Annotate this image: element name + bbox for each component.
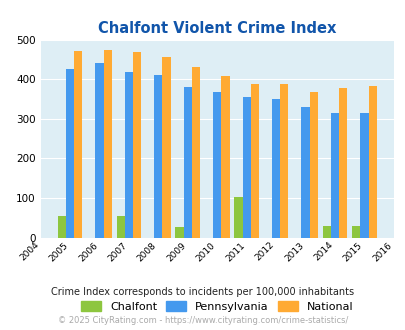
Bar [221,77,229,238]
Bar [242,97,250,238]
Text: Crime Index corresponds to incidents per 100,000 inhabitants: Crime Index corresponds to incidents per… [51,287,354,297]
Bar [183,87,192,238]
Bar [103,50,111,238]
Bar [74,51,82,238]
Bar [301,107,309,238]
Bar [66,69,74,238]
Bar [351,226,359,238]
Bar [271,99,279,238]
Bar [58,216,66,238]
Bar [175,226,183,238]
Text: © 2025 CityRating.com - https://www.cityrating.com/crime-statistics/: © 2025 CityRating.com - https://www.city… [58,315,347,325]
Legend: Chalfont, Pennsylvania, National: Chalfont, Pennsylvania, National [79,299,354,314]
Bar [154,75,162,238]
Bar [162,57,170,238]
Bar [279,84,288,238]
Bar [133,52,141,238]
Bar [330,113,338,238]
Title: Chalfont Violent Crime Index: Chalfont Violent Crime Index [98,21,336,36]
Bar [192,67,200,238]
Bar [95,63,103,238]
Bar [322,226,330,238]
Bar [309,92,317,238]
Bar [368,85,376,238]
Bar [124,72,133,238]
Bar [213,92,221,238]
Bar [250,84,258,238]
Bar [234,197,242,238]
Bar [359,113,368,238]
Bar [338,88,346,238]
Bar [116,216,124,238]
